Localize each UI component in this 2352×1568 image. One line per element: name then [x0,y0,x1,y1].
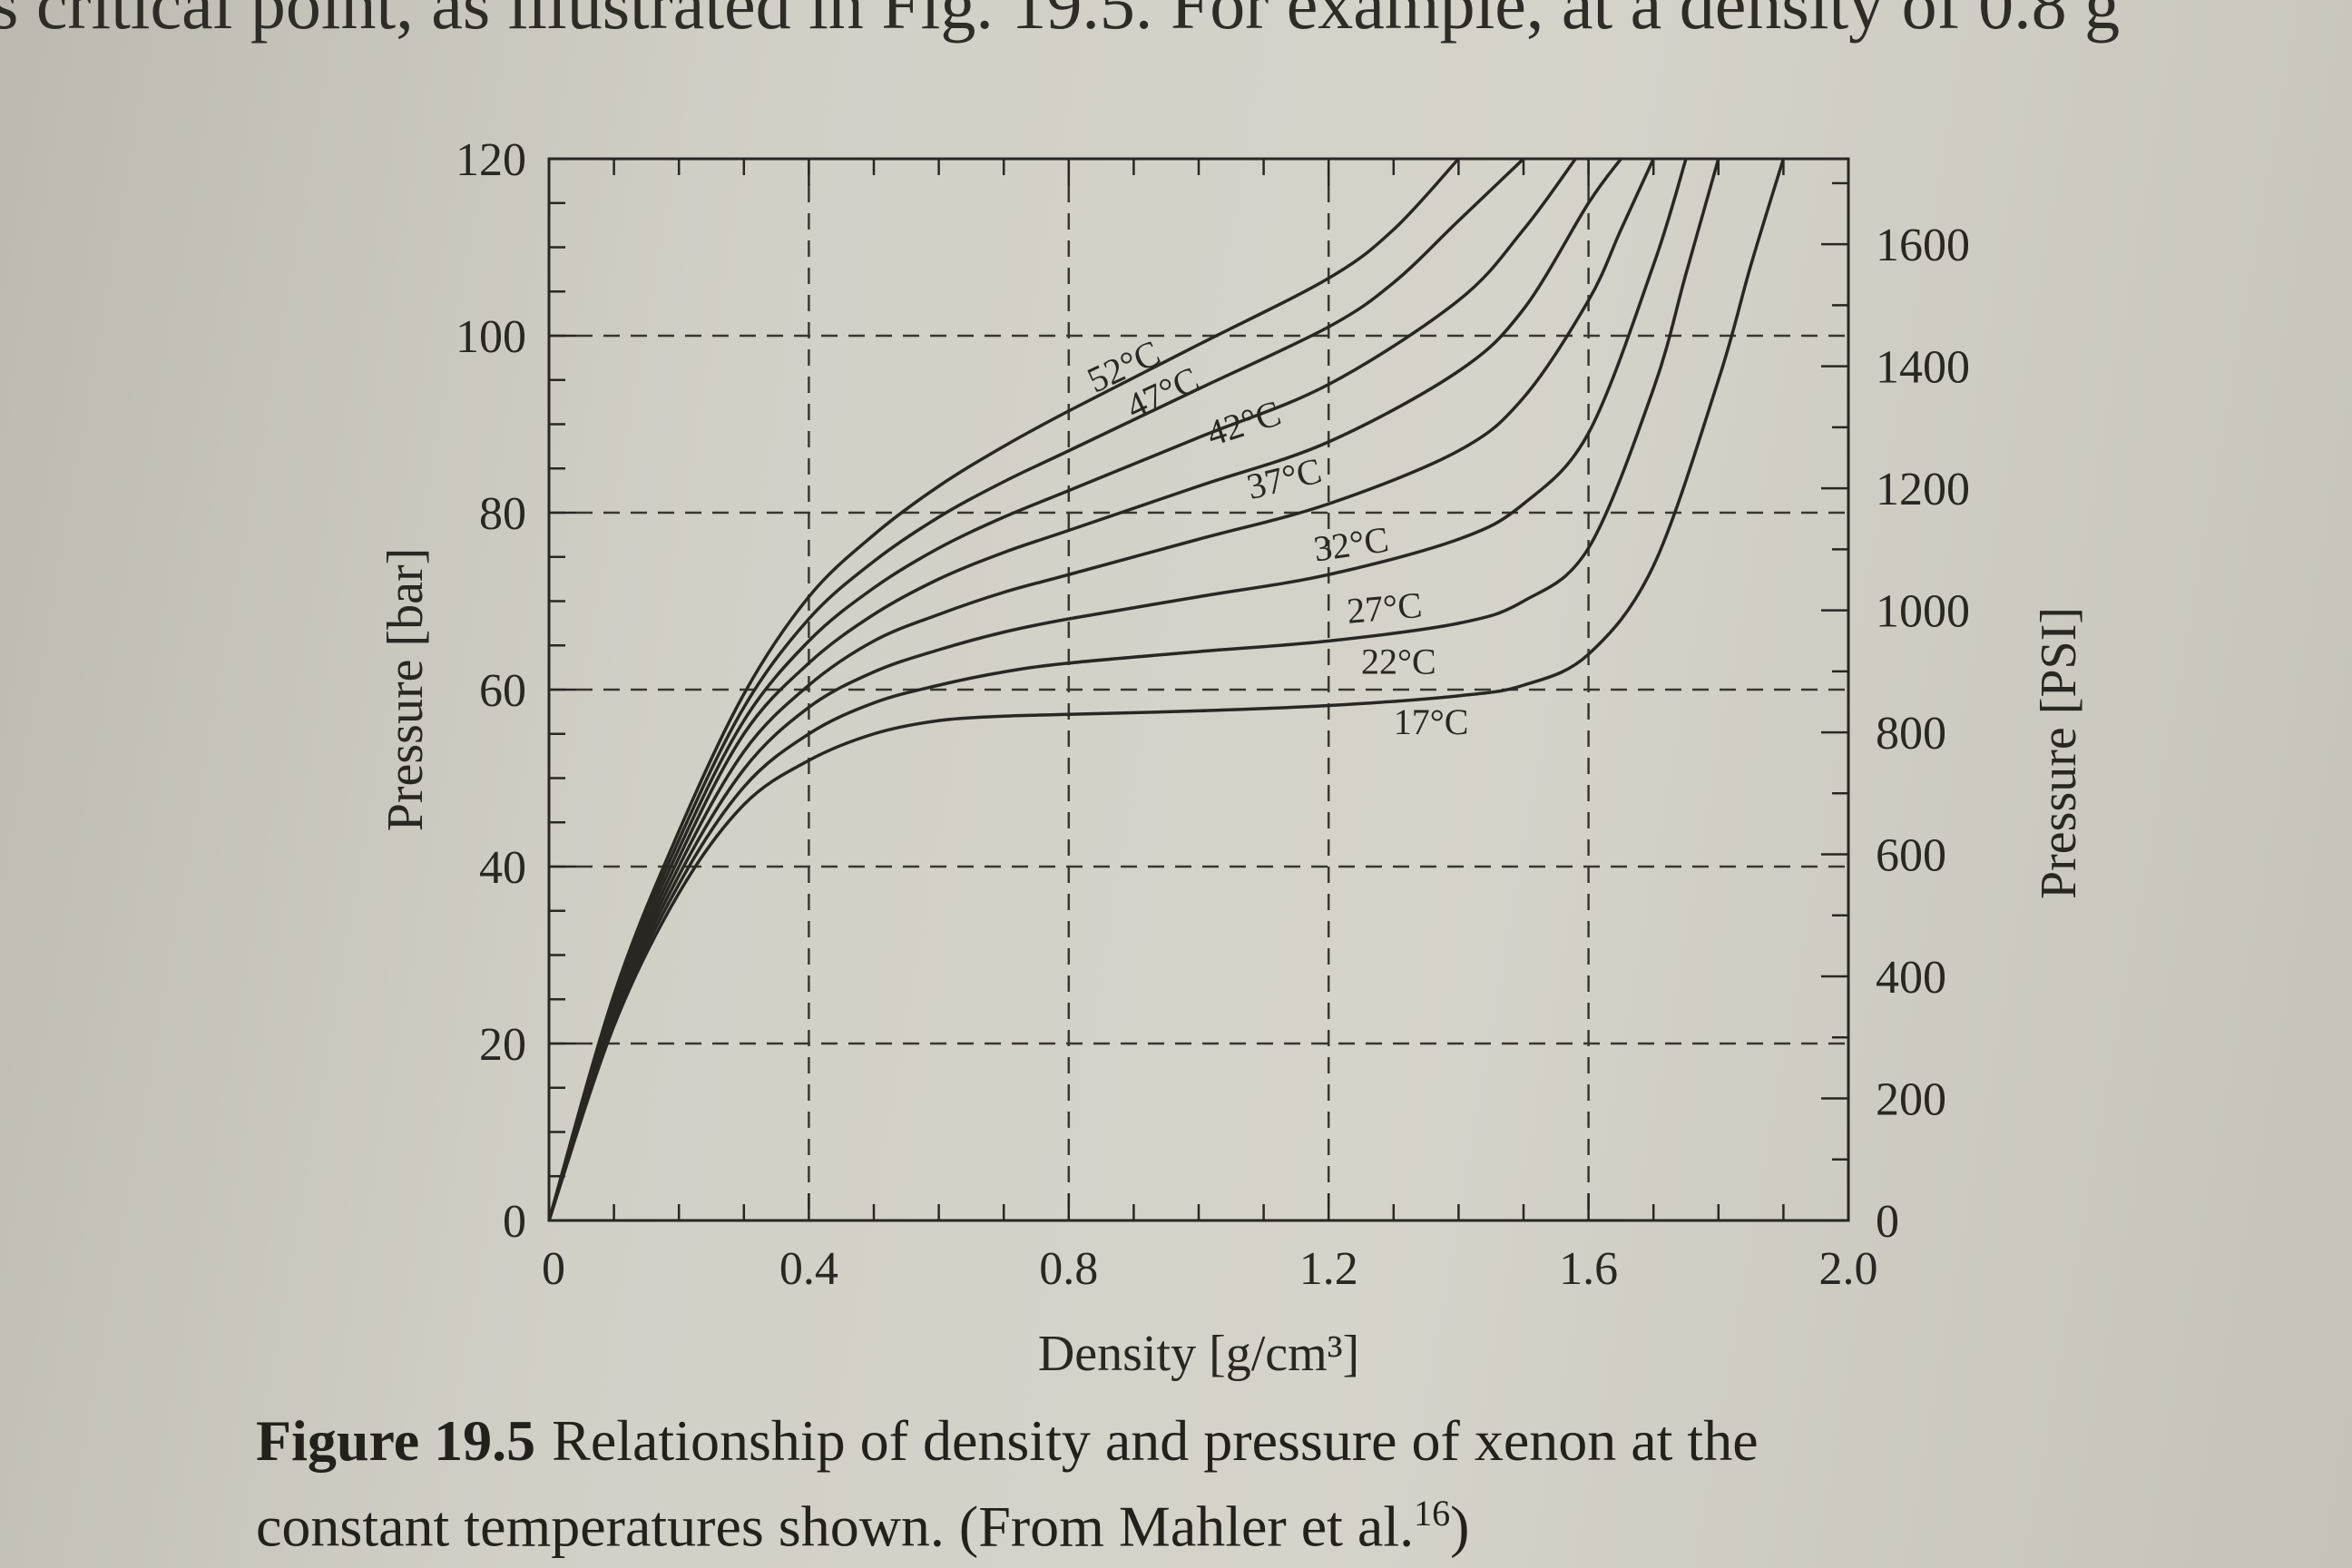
isotherm-label: 27°C [1346,584,1424,632]
x-tick-label: 0.4 [779,1243,838,1295]
y2-tick-label: 200 [1876,1074,1946,1126]
isotherm-label: 37°C [1243,449,1326,507]
y2-tick-label: 400 [1876,952,1946,1004]
y-tick-label: 100 [456,311,526,363]
isotherm-42c [547,157,1577,1221]
x-tick-label: 0 [542,1243,565,1295]
isotherm-47c [547,157,1525,1221]
y-tick-label: 120 [456,134,526,186]
x-tick-label: 2.0 [1819,1243,1878,1295]
isotherm-27c [547,158,1688,1221]
y2-tick-label: 600 [1876,830,1946,882]
figure-caption: Figure 19.5 Relationship of density and p… [256,1405,2343,1563]
isotherm-curves [547,157,1786,1221]
y2-tick-label: 1400 [1876,342,1970,394]
x-tick-label: 0.8 [1039,1243,1098,1295]
x-axis-label: Density [g/cm³] [1038,1326,1359,1382]
y-axis-label: Pressure [bar] [377,548,434,832]
y2-axis-label: Pressure [PSI] [2031,607,2087,899]
y2-tick-label: 0 [1876,1196,1899,1248]
y-tick-label: 40 [479,842,526,894]
y2-tick-label: 1600 [1876,220,1970,271]
isotherm-32c [547,158,1655,1221]
isotherm-label: 22°C [1361,641,1436,681]
y2-tick-label: 1000 [1876,586,1970,638]
y-tick-label: 60 [479,665,526,717]
y2-tick-label: 800 [1876,708,1946,760]
caption-line-2: constant temperatures shown. (From Mahle… [256,1494,1415,1559]
plot-frame [547,157,1850,1222]
isotherm-37c [547,157,1622,1221]
caption-line-end: ) [1450,1494,1470,1559]
y-tick-label: 20 [479,1019,526,1071]
isotherm-52c [547,157,1460,1221]
isotherm-17c [547,158,1786,1221]
isotherm-labels: 52°C47°C42°C37°C32°C27°C22°C17°C [1081,332,1468,742]
isotherm-label: 42°C [1201,392,1286,454]
y-tick-label: 80 [479,488,526,540]
isotherm-22c [547,158,1720,1221]
caption-reference: 16 [1414,1493,1451,1534]
y2-tick-label: 1200 [1876,464,1970,515]
body-text-line: s critical point, as illustrated in Fig.… [0,0,2121,44]
grid-lines [549,159,1848,1220]
y-tick-label: 0 [503,1196,526,1248]
tick-labels: 0 0.4 0.8 1.2 1.6 2.0020406080100120020040060… [456,134,1970,1295]
isotherm-label: 17°C [1394,701,1469,742]
caption-figure-label: Figure 19.5 [256,1408,536,1473]
x-tick-label: 1.2 [1299,1243,1358,1295]
caption-line-1: Relationship of density and pressure of … [552,1408,1759,1473]
x-tick-label: 1.6 [1559,1243,1618,1295]
